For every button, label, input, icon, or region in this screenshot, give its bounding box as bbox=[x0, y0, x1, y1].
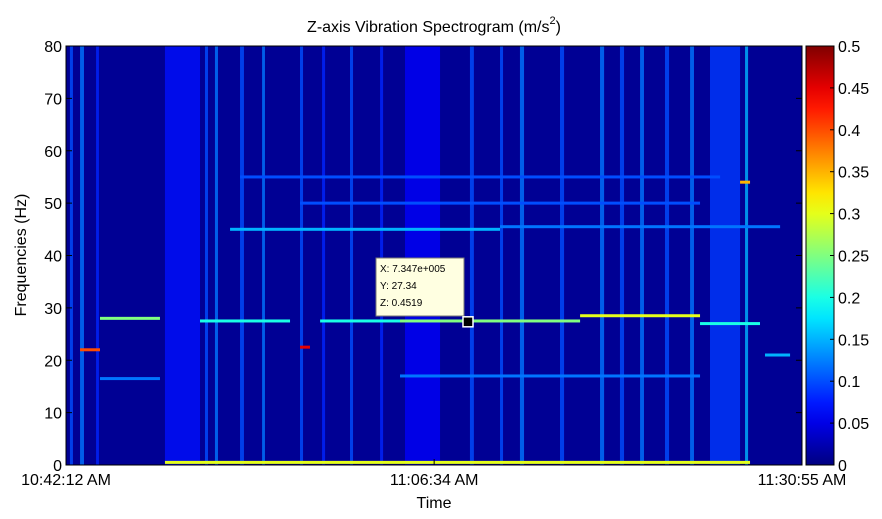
y-tick-label: 10 bbox=[44, 406, 62, 423]
x-tick-label: 10:42:12 AM bbox=[21, 472, 111, 489]
colorbar-tick-label: 0.4 bbox=[838, 123, 860, 140]
colorbar-tick-label: 0.3 bbox=[838, 207, 860, 224]
spectrogram-ridge bbox=[240, 175, 720, 178]
spectrogram-column bbox=[96, 46, 99, 465]
spectrogram-ridge bbox=[230, 228, 500, 231]
title-suffix: ) bbox=[556, 19, 561, 36]
y-tick-label: 20 bbox=[44, 353, 62, 370]
spectrogram-column bbox=[350, 46, 353, 465]
spectrogram-ridge bbox=[700, 322, 760, 325]
x-tick-label: 11:30:55 AM bbox=[758, 472, 847, 489]
chart-title: Z-axis Vibration Spectrogram (m/s2) bbox=[307, 15, 561, 36]
spectrogram-column bbox=[690, 46, 694, 465]
spectrogram-column bbox=[500, 46, 503, 465]
datatip-line: Z: 0.4519 bbox=[380, 298, 423, 309]
spectrogram-column bbox=[710, 46, 740, 465]
y-tick-label: 40 bbox=[44, 249, 62, 266]
spectrogram-column bbox=[745, 46, 748, 465]
spectrogram-ridge bbox=[300, 202, 700, 205]
spectrogram-column bbox=[165, 46, 200, 465]
datatip-marker bbox=[463, 317, 473, 327]
colorbar-tick-label: 0.45 bbox=[838, 81, 869, 98]
spectrogram-column bbox=[470, 46, 474, 465]
spectrogram-ridge bbox=[100, 377, 160, 380]
colorbar-tick-label: 0 bbox=[838, 458, 847, 475]
spectrogram-ridge bbox=[580, 314, 700, 317]
spectrogram-ridge bbox=[200, 319, 290, 322]
y-tick-label: 60 bbox=[44, 144, 62, 161]
x-tick-label: 11:06:34 AM bbox=[390, 472, 479, 489]
y-axis-label: Frequencies (Hz) bbox=[13, 194, 30, 317]
spectrogram-ridge bbox=[765, 354, 790, 357]
spectrogram-column bbox=[665, 46, 669, 465]
colorbar-tick-label: 0.5 bbox=[838, 39, 860, 56]
colorbar-tick-label: 0.25 bbox=[838, 249, 869, 266]
spectrogram-column bbox=[80, 46, 84, 465]
spectrogram-column bbox=[520, 46, 524, 465]
spectrogram-ridge bbox=[100, 317, 160, 320]
colorbar-tick-label: 0.35 bbox=[838, 165, 869, 182]
spectrogram-ridge bbox=[80, 348, 100, 351]
spectrogram-ridge bbox=[300, 346, 310, 349]
spectrogram-column bbox=[620, 46, 624, 465]
spectrogram-column bbox=[640, 46, 644, 465]
spectrogram-column bbox=[215, 46, 218, 465]
datatip-line: X: 7.347e+005 bbox=[380, 264, 446, 275]
spectrogram-column bbox=[380, 46, 383, 465]
colorbar-tick-label: 0.05 bbox=[838, 416, 869, 433]
colorbar-tick-label: 0.15 bbox=[838, 332, 869, 349]
title-main: Z-axis Vibration Spectrogram (m/s bbox=[307, 19, 549, 36]
spectrogram-ridge bbox=[400, 374, 700, 377]
spectrogram-column bbox=[205, 46, 208, 465]
y-tick-label: 70 bbox=[44, 91, 62, 108]
colorbar-tick-label: 0.1 bbox=[838, 374, 860, 391]
spectrogram-column bbox=[560, 46, 564, 465]
y-tick-label: 30 bbox=[44, 301, 62, 318]
spectrogram-ridge bbox=[740, 181, 750, 184]
colorbar bbox=[806, 46, 834, 465]
spectrogram-column bbox=[405, 46, 440, 465]
spectrogram-column bbox=[240, 46, 244, 465]
datatip: X: 7.347e+005 Y: 27.34 Z: 0.4519 bbox=[376, 258, 473, 327]
spectrogram-ridge bbox=[500, 225, 780, 228]
spectrogram-column bbox=[322, 46, 325, 465]
spectrogram-ridge bbox=[165, 461, 750, 464]
spectrogram-ridge bbox=[320, 319, 400, 322]
colorbar-tick-label: 0.2 bbox=[838, 290, 860, 307]
spectrogram-column bbox=[262, 46, 265, 465]
chart: Z-axis Vibration Spectrogram (m/s2) Time… bbox=[0, 0, 882, 514]
plot-area bbox=[66, 46, 802, 465]
spectrogram-column bbox=[600, 46, 604, 465]
spectrogram-column bbox=[300, 46, 303, 465]
datatip-line: Y: 27.34 bbox=[380, 281, 417, 292]
y-tick-label: 80 bbox=[44, 39, 62, 56]
y-tick-label: 50 bbox=[44, 196, 62, 213]
spectrogram-ridge bbox=[400, 319, 580, 322]
x-axis-label: Time bbox=[417, 495, 452, 512]
